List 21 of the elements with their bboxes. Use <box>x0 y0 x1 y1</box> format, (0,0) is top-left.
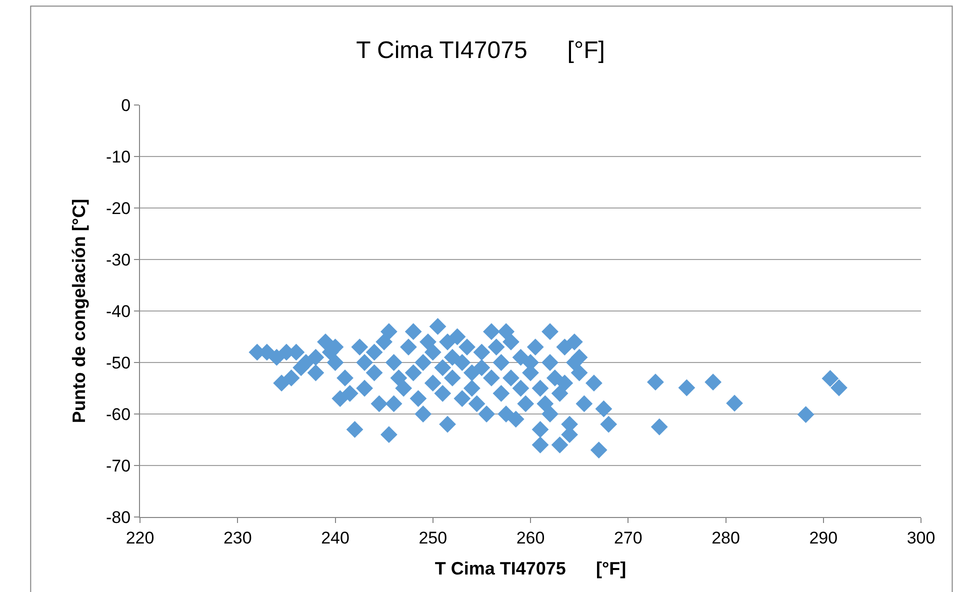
y-tick-label: 0 <box>121 96 131 115</box>
x-tick-label: 290 <box>809 528 838 548</box>
x-tick-label: 270 <box>614 528 642 548</box>
x-tick-label: 220 <box>126 528 154 548</box>
y-tick-label: -80 <box>106 508 131 527</box>
y-tick-label: -20 <box>106 198 131 218</box>
y-tick-label: -50 <box>106 353 131 372</box>
y-axis-title: Punto de congelación [°C] <box>69 198 90 424</box>
y-tick-label: -70 <box>106 456 131 476</box>
y-tick-label: -10 <box>106 147 131 166</box>
x-tick-label: 250 <box>418 528 448 548</box>
x-tick-label: 230 <box>223 528 252 548</box>
chart-title: T Cima TI47075 [°F] <box>356 37 605 64</box>
x-tick-label: 260 <box>516 528 545 548</box>
x-axis-title: T Cima TI47075 [°F] <box>434 558 626 578</box>
y-tick-label: -60 <box>106 404 131 424</box>
x-tick-label: 300 <box>906 528 936 548</box>
y-tick-label: -40 <box>106 302 131 321</box>
x-tick-label: 240 <box>321 528 350 548</box>
x-tick-label: 280 <box>712 528 740 548</box>
y-tick-label: -30 <box>106 250 131 270</box>
